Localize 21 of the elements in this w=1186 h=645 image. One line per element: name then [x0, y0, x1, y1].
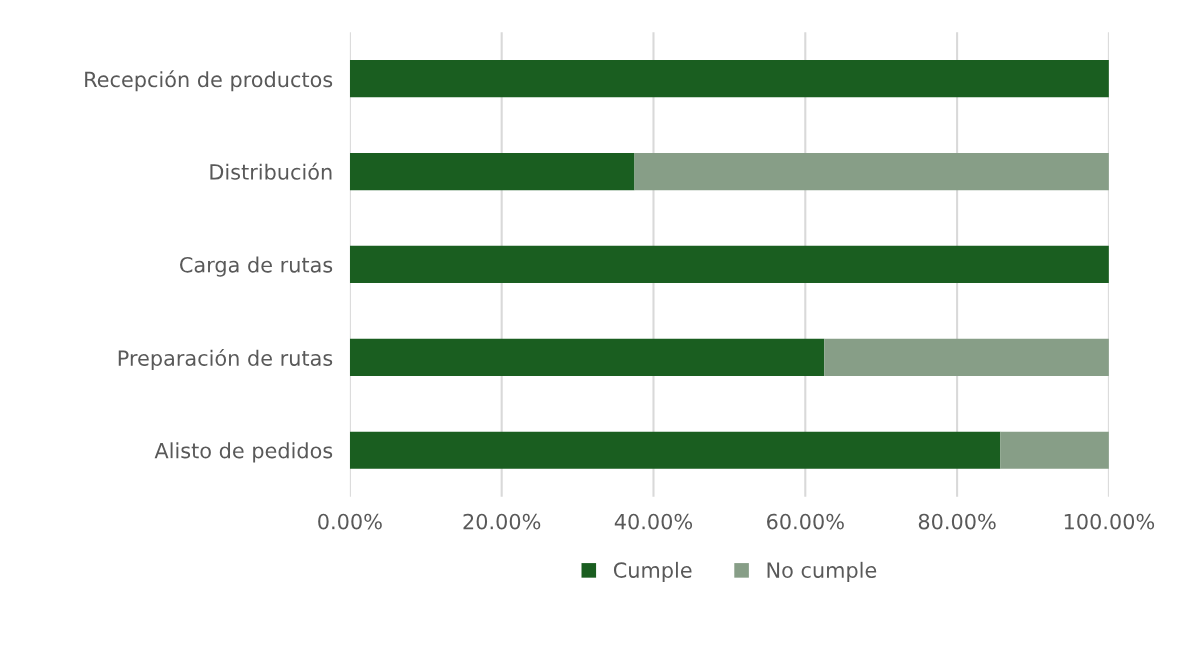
y-tick-label: Preparación de rutas	[118, 349, 333, 370]
y-tick-label: Distribución	[210, 162, 332, 180]
x-tick-label: 20.00%	[463, 513, 541, 530]
bar	[824, 338, 1109, 376]
y-tick-label: Carga de rutas	[180, 256, 333, 277]
legend-label: No cumple	[767, 561, 877, 582]
bar	[349, 431, 1001, 469]
y-tick-label: Alisto de pedidos	[154, 442, 333, 463]
legend-label: Cumple	[613, 561, 692, 582]
x-tick-label: 80.00%	[918, 513, 996, 530]
x-tick-label: 100.00%	[1064, 513, 1155, 530]
bar	[1000, 431, 1109, 469]
bar	[634, 152, 1109, 191]
bar	[349, 245, 1109, 284]
x-tick-label: 40.00%	[614, 513, 693, 530]
x-tick-label: 60.00%	[767, 513, 844, 530]
x-tick-label: 0.00%	[318, 513, 382, 530]
bar	[349, 338, 825, 376]
bar	[349, 152, 635, 191]
bar	[349, 60, 1109, 98]
y-tick-label: Recepción de productos	[85, 70, 333, 92]
